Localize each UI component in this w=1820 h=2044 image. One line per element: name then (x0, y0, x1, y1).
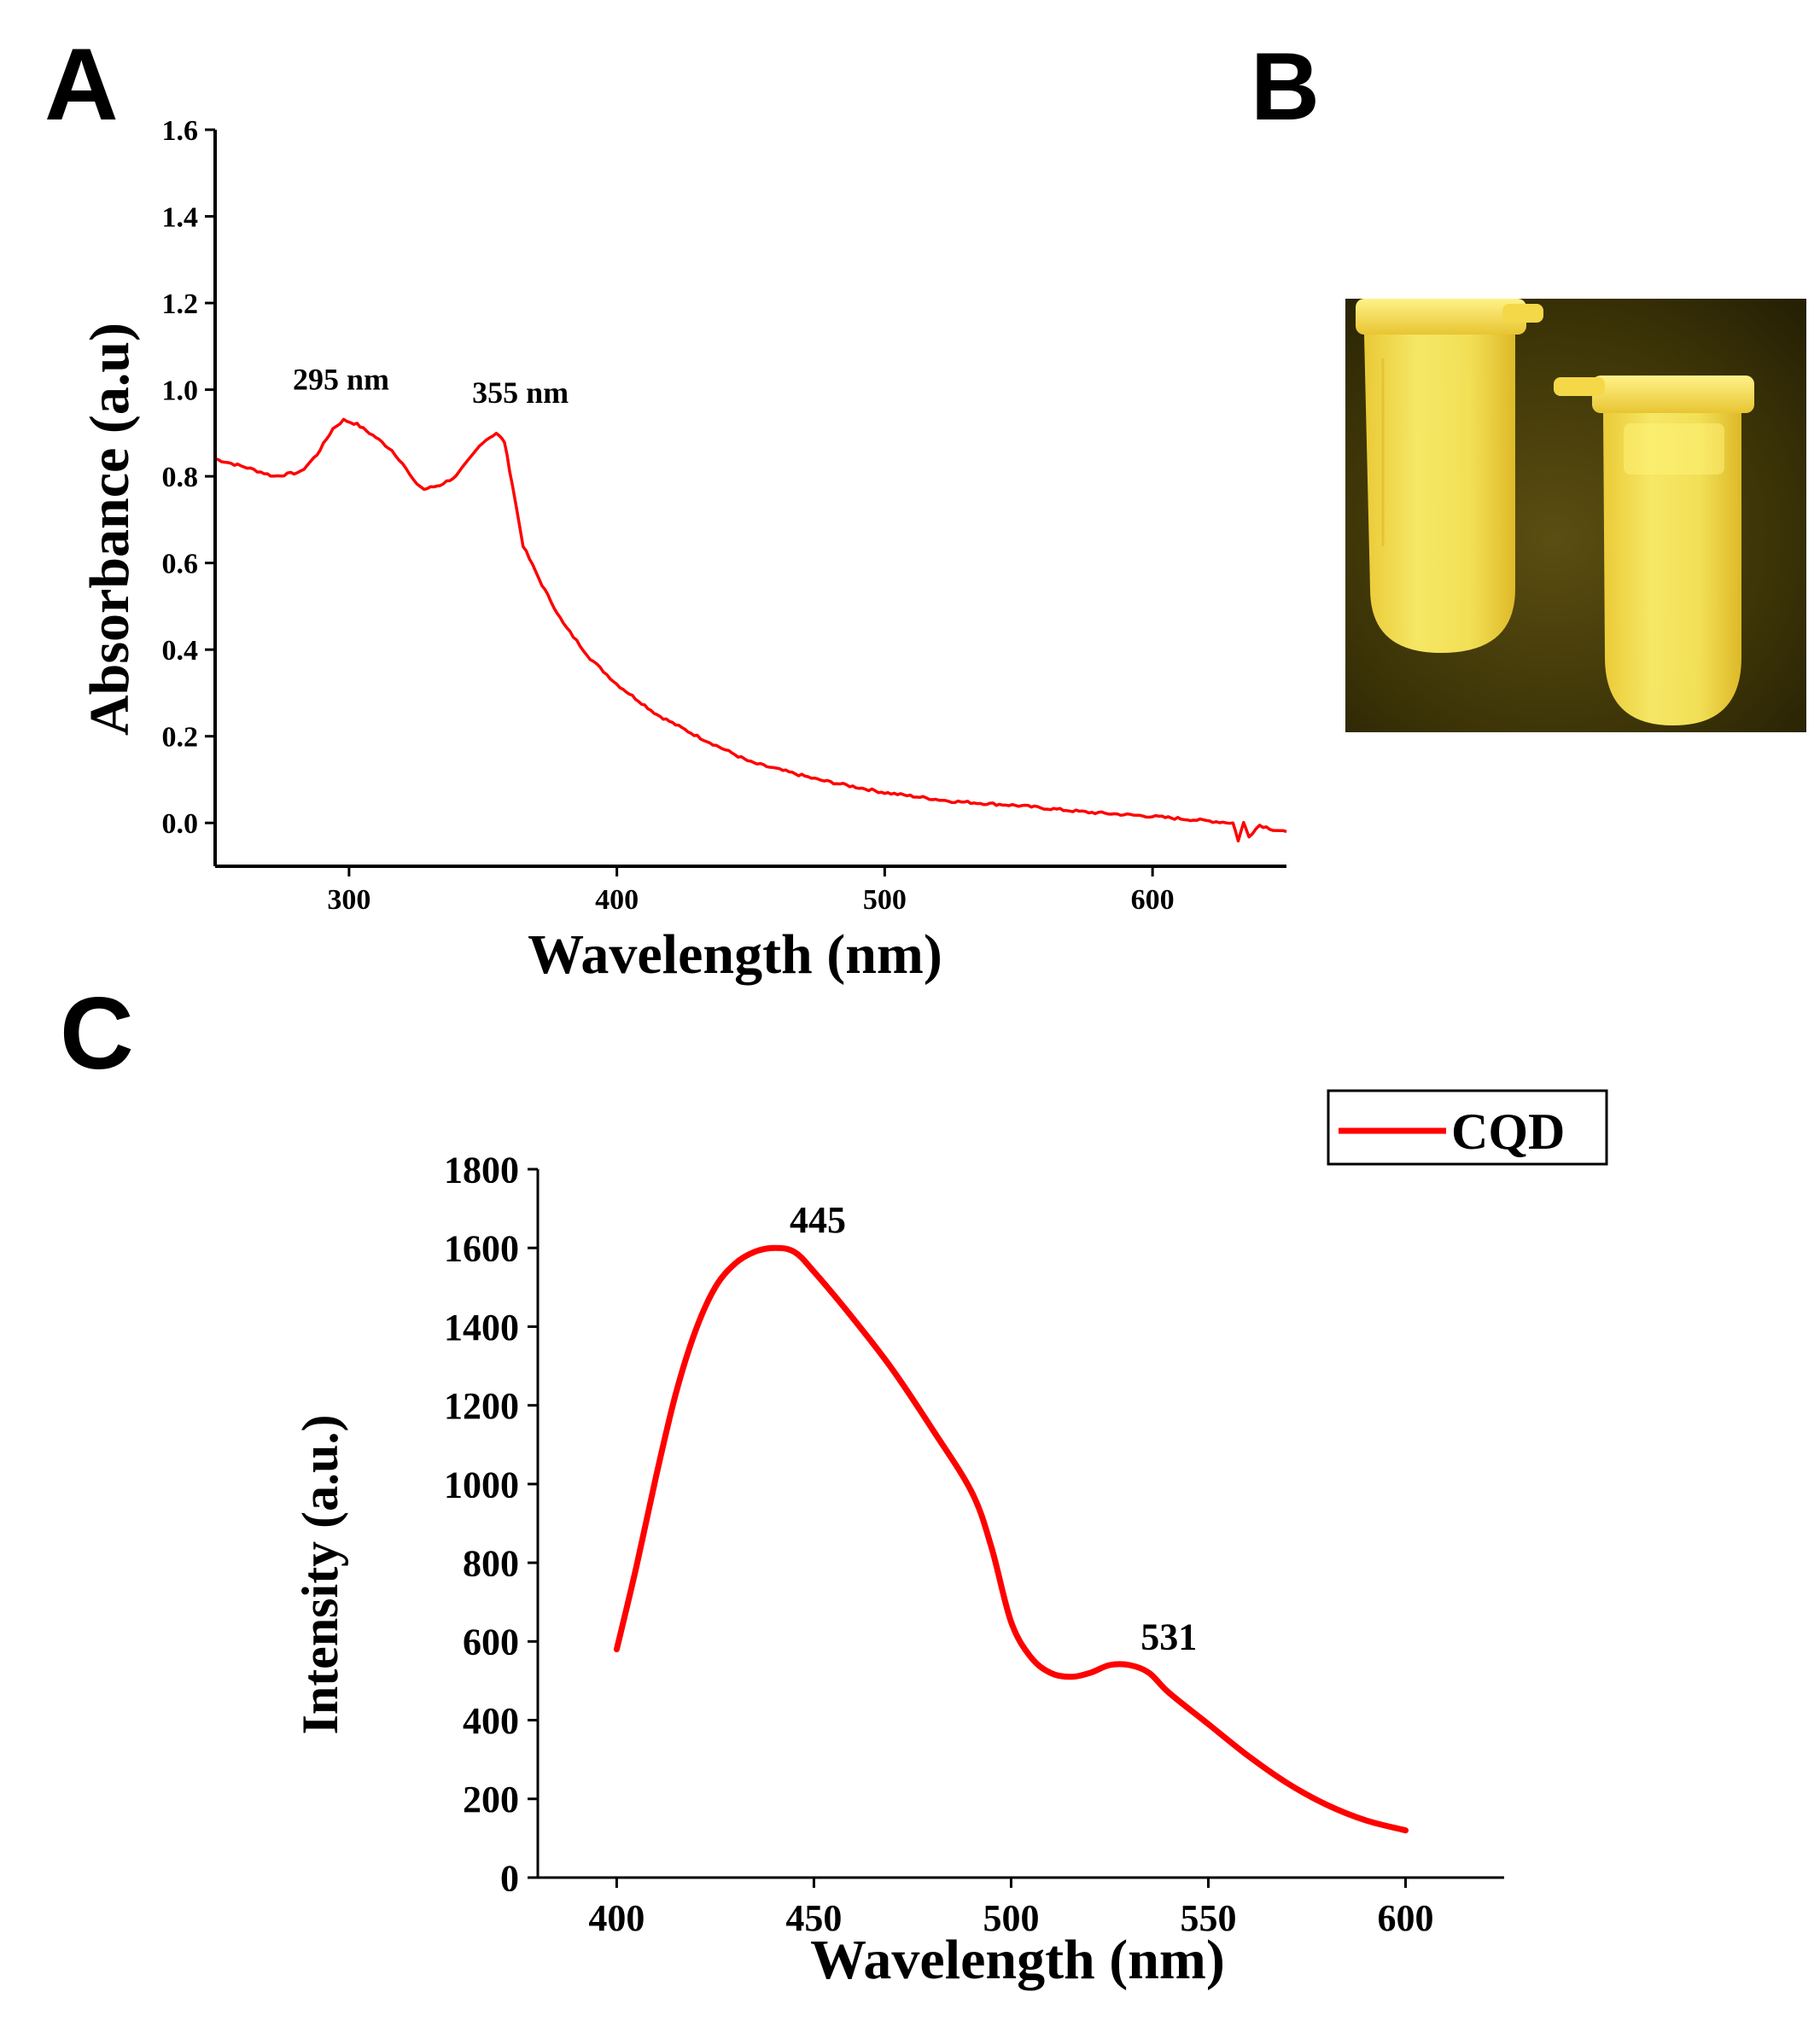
chartA-x-tick-label: 500 (863, 884, 907, 916)
chartA-y-tick-label: 1.6 (162, 115, 199, 147)
absorbance-line (214, 417, 1287, 843)
chartC-y-tick-label: 1400 (444, 1307, 519, 1348)
chartA-y-tick-label: 0.2 (162, 722, 199, 754)
chartA-y-tick-label: 1.4 (162, 201, 199, 233)
legend-label-cqd: CQD (1451, 1104, 1565, 1160)
chartA-x-tick-label: 400 (595, 884, 639, 916)
fluorescence-chart: 400 450 500 550 600 0 200 400 600 800 1000 1200 1400… (292, 1089, 1608, 1991)
chartC-x-tick-label: 600 (1377, 1897, 1433, 1939)
chartA-x-tick-label: 600 (1131, 884, 1175, 916)
chartC-x-tick-label: 450 (785, 1897, 842, 1939)
photo-fluorescent-tubes (1345, 299, 1806, 732)
chartC-y-tick-label: 0 (500, 1857, 519, 1899)
legend-box (1327, 1089, 1608, 1166)
chartC-x-tick-label: 500 (983, 1897, 1039, 1939)
fluorescence-peak-label-445: 445 (790, 1199, 846, 1241)
chartC-y-tick-label: 200 (463, 1779, 519, 1820)
panel-label-a: A (44, 27, 119, 142)
absorbance-peak-label-295: 295 nm (293, 363, 389, 397)
absorbance-y-axis-label: Absorbance (a.u) (79, 323, 141, 736)
chartA-x-tick-label: 300 (327, 884, 370, 916)
fluorescence-peak-label-531: 531 (1140, 1616, 1197, 1658)
chartA-y-tick-label: 0.6 (162, 549, 199, 580)
panel-label-b: B (1251, 33, 1320, 140)
fluorescence-x-axis-label: Wavelength (nm) (810, 1929, 1225, 1991)
absorbance-peak-label-355: 355 nm (472, 376, 569, 410)
panel-label-c: C (60, 976, 134, 1091)
chartC-x-tick-label: 550 (1180, 1897, 1236, 1939)
chartC-y-tick-label: 1800 (444, 1149, 519, 1191)
cqd-emission-line (613, 1244, 1409, 1834)
chartC-y-tick-label: 800 (463, 1543, 519, 1585)
chartC-y-tick-label: 400 (463, 1700, 519, 1742)
chartA-y-tick-label: 1.2 (162, 288, 199, 320)
chartC-x-tick-label: 400 (588, 1897, 645, 1939)
legend: CQD (1327, 1089, 1608, 1166)
chartA-y-tick-label: 1.0 (162, 375, 199, 406)
chartA-y-tick-label: 0.4 (162, 635, 199, 667)
absorbance-chart-ticks: 300 400 500 600 0.0 0.2 0.4 0.6 0.8 1.0 1.2 1.4 1.6 (162, 115, 1175, 916)
chartC-y-tick-label: 1000 (444, 1464, 519, 1505)
absorbance-x-axis-label: Wavelength (nm) (528, 923, 942, 986)
tube-left (1356, 299, 1543, 653)
chartA-y-tick-label: 0.8 (162, 462, 199, 493)
chartC-y-tick-label: 1200 (444, 1385, 519, 1427)
fluorescence-chart-ticks: 400 450 500 550 600 0 200 400 600 800 1000 1200 1400… (444, 1149, 1433, 1939)
absorbance-chart: 300 400 500 6000.00.20.40.60.81.01.21.41.6 … (79, 115, 1287, 986)
chartC-y-tick-label: 1600 (444, 1228, 519, 1270)
fluorescence-y-axis-label: Intensity (a.u.) (292, 1414, 348, 1734)
chartC-y-tick-label: 600 (463, 1622, 519, 1663)
chartA-y-tick-label: 0.0 (162, 808, 199, 840)
tube-right (1554, 376, 1754, 725)
